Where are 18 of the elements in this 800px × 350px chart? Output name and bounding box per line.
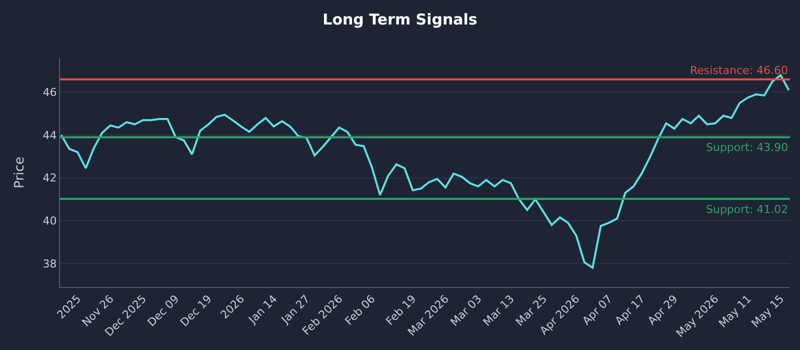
ref-line-label: Support: 43.90 — [706, 141, 788, 154]
y-tick-label: 42 — [42, 172, 57, 185]
y-axis-title: Price — [12, 156, 28, 188]
ref-line-label: Support: 41.02 — [706, 203, 788, 216]
y-tick-label: 40 — [42, 214, 57, 228]
y-tick-label: 38 — [42, 257, 57, 270]
x-tick-label: Apr 29 — [645, 292, 680, 328]
x-tick-label: Apr 17 — [612, 292, 648, 328]
x-tick-label: Feb 06 — [342, 292, 378, 328]
x-tick-label: Dec 19 — [178, 292, 214, 330]
x-tick-label: Apr 07 — [580, 292, 615, 328]
line-series — [60, 74, 790, 269]
x-tick-label: Mar 13 — [480, 292, 517, 329]
ref-line-label: Resistance: 46.60 — [690, 64, 788, 77]
chart-title: Long Term Signals — [322, 10, 478, 28]
x-tick-label: Jan 14 — [246, 292, 280, 327]
y-tick-label: 44 — [42, 128, 57, 142]
y-tick-label: 46 — [42, 86, 57, 100]
